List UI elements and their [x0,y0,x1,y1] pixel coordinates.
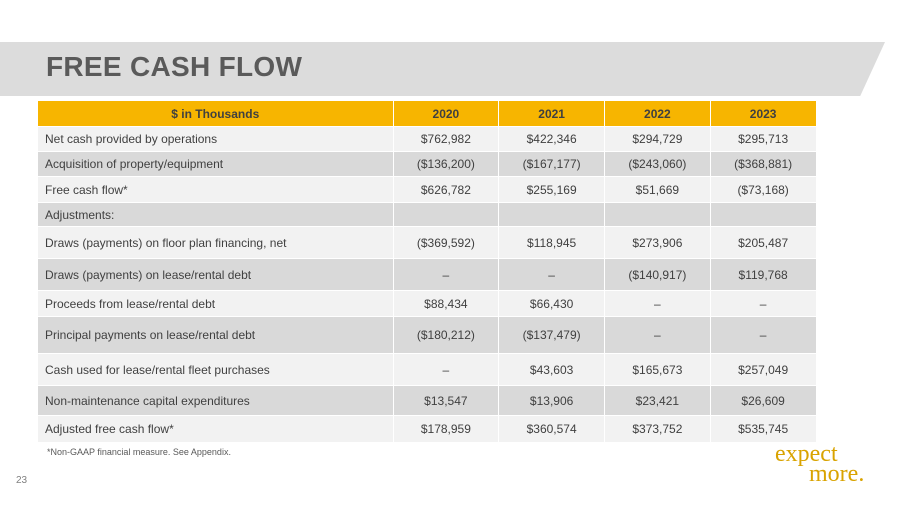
row-label: Adjustments: [38,202,394,227]
table-cell: $205,487 [710,226,817,259]
table-cell: $294,729 [604,126,711,152]
table-row: Net cash provided by operations $762,982… [38,126,817,152]
table-cell: – [604,316,711,354]
row-label: Non-maintenance capital expenditures [38,385,394,416]
table-row: Acquisition of property/equipment ($136,… [38,151,817,177]
table-cell: ($180,212) [393,316,500,354]
column-header-label: $ in Thousands [38,101,394,127]
table-row: Cash used for lease/rental fleet purchas… [38,353,817,386]
table-cell: $626,782 [393,176,500,203]
table-cell: $23,421 [604,385,711,416]
row-label: Draws (payments) on lease/rental debt [38,258,394,291]
row-label: Net cash provided by operations [38,126,394,152]
table-cell [393,202,500,227]
table-cell: ($136,200) [393,151,500,177]
row-label: Draws (payments) on floor plan financing… [38,226,394,259]
table-header-row: $ in Thousands 2020 2021 2022 2023 [38,101,817,127]
row-label: Cash used for lease/rental fleet purchas… [38,353,394,386]
table-row: Draws (payments) on floor plan financing… [38,226,817,259]
table-cell [604,202,711,227]
row-label: Adjusted free cash flow* [38,415,394,442]
table-cell [710,202,817,227]
table-cell: – [710,290,817,317]
table-cell: ($137,479) [498,316,605,354]
logo-line-1: expect [775,441,838,467]
table-cell: $255,169 [498,176,605,203]
table-cell: $422,346 [498,126,605,152]
table-cell: $295,713 [710,126,817,152]
table-cell: – [604,290,711,317]
table-cell: ($73,168) [710,176,817,203]
table-cell [498,202,605,227]
row-label: Free cash flow* [38,176,394,203]
table-row: Draws (payments) on lease/rental debt – … [38,258,817,291]
table-cell: $13,547 [393,385,500,416]
free-cash-flow-table: $ in Thousands 2020 2021 2022 2023 Net c… [38,101,817,442]
page-title: FREE CASH FLOW [46,51,303,82]
table-cell: $535,745 [710,415,817,442]
table-cell: $118,945 [498,226,605,259]
table-row: Proceeds from lease/rental debt $88,434 … [38,290,817,317]
table-cell: $66,430 [498,290,605,317]
column-header-2022: 2022 [604,101,711,127]
table-cell: $373,752 [604,415,711,442]
row-label: Proceeds from lease/rental debt [38,290,394,317]
table-row: Principal payments on lease/rental debt … [38,316,817,354]
table-cell: $360,574 [498,415,605,442]
table-cell: ($167,177) [498,151,605,177]
footnote: *Non-GAAP financial measure. See Appendi… [47,447,231,457]
table-cell: – [393,258,500,291]
table-cell: $762,982 [393,126,500,152]
table-cell: $13,906 [498,385,605,416]
table-cell: – [710,316,817,354]
table-cell: ($243,060) [604,151,711,177]
table-cell: $165,673 [604,353,711,386]
table-cell: $257,049 [710,353,817,386]
title-band [0,42,885,96]
table-cell: ($368,881) [710,151,817,177]
table-cell: $51,669 [604,176,711,203]
column-header-2023: 2023 [710,101,817,127]
table-cell: $26,609 [710,385,817,416]
brand-logo: expect more. [775,441,875,487]
page-number: 23 [16,475,28,486]
table-row: Adjustments: [38,202,817,227]
table-cell: – [393,353,500,386]
table-cell: $88,434 [393,290,500,317]
table-cell: – [498,258,605,291]
table-row: Adjusted free cash flow* $178,959 $360,5… [38,415,817,442]
table-row: Non-maintenance capital expenditures $13… [38,385,817,416]
logo-line-2: more. [809,461,865,487]
row-label: Principal payments on lease/rental debt [38,316,394,354]
table-cell: $119,768 [710,258,817,291]
table-cell: $178,959 [393,415,500,442]
table-cell: ($369,592) [393,226,500,259]
table-cell: $273,906 [604,226,711,259]
table-row: Free cash flow* $626,782 $255,169 $51,66… [38,176,817,203]
column-header-2020: 2020 [393,101,500,127]
table-cell: $43,603 [498,353,605,386]
column-header-2021: 2021 [498,101,605,127]
table-cell: ($140,917) [604,258,711,291]
row-label: Acquisition of property/equipment [38,151,394,177]
